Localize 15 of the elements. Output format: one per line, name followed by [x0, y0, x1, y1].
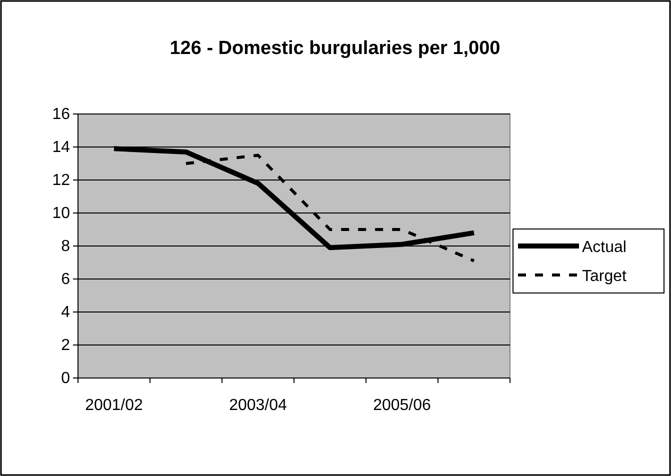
y-tick-label: 8 [61, 238, 70, 256]
y-tick-label: 10 [52, 205, 70, 222]
x-tick-label: 2003/04 [229, 397, 288, 414]
legend-label: Target [582, 268, 628, 285]
y-tick-label: 2 [61, 337, 70, 354]
x-tick-label: 2001/02 [85, 397, 144, 414]
x-tick-label: 2005/06 [373, 397, 432, 414]
y-tick-label: 14 [52, 139, 70, 156]
y-tick-label: 6 [61, 271, 70, 288]
legend-label: Actual [582, 239, 626, 256]
chart-title: 126 - Domestic burgularies per 1,000 [170, 38, 500, 59]
y-tick-label: 16 [52, 106, 70, 124]
y-tick-label: 12 [52, 172, 70, 190]
y-tick-label: 4 [61, 304, 70, 322]
y-tick-label: 0 [61, 370, 70, 388]
